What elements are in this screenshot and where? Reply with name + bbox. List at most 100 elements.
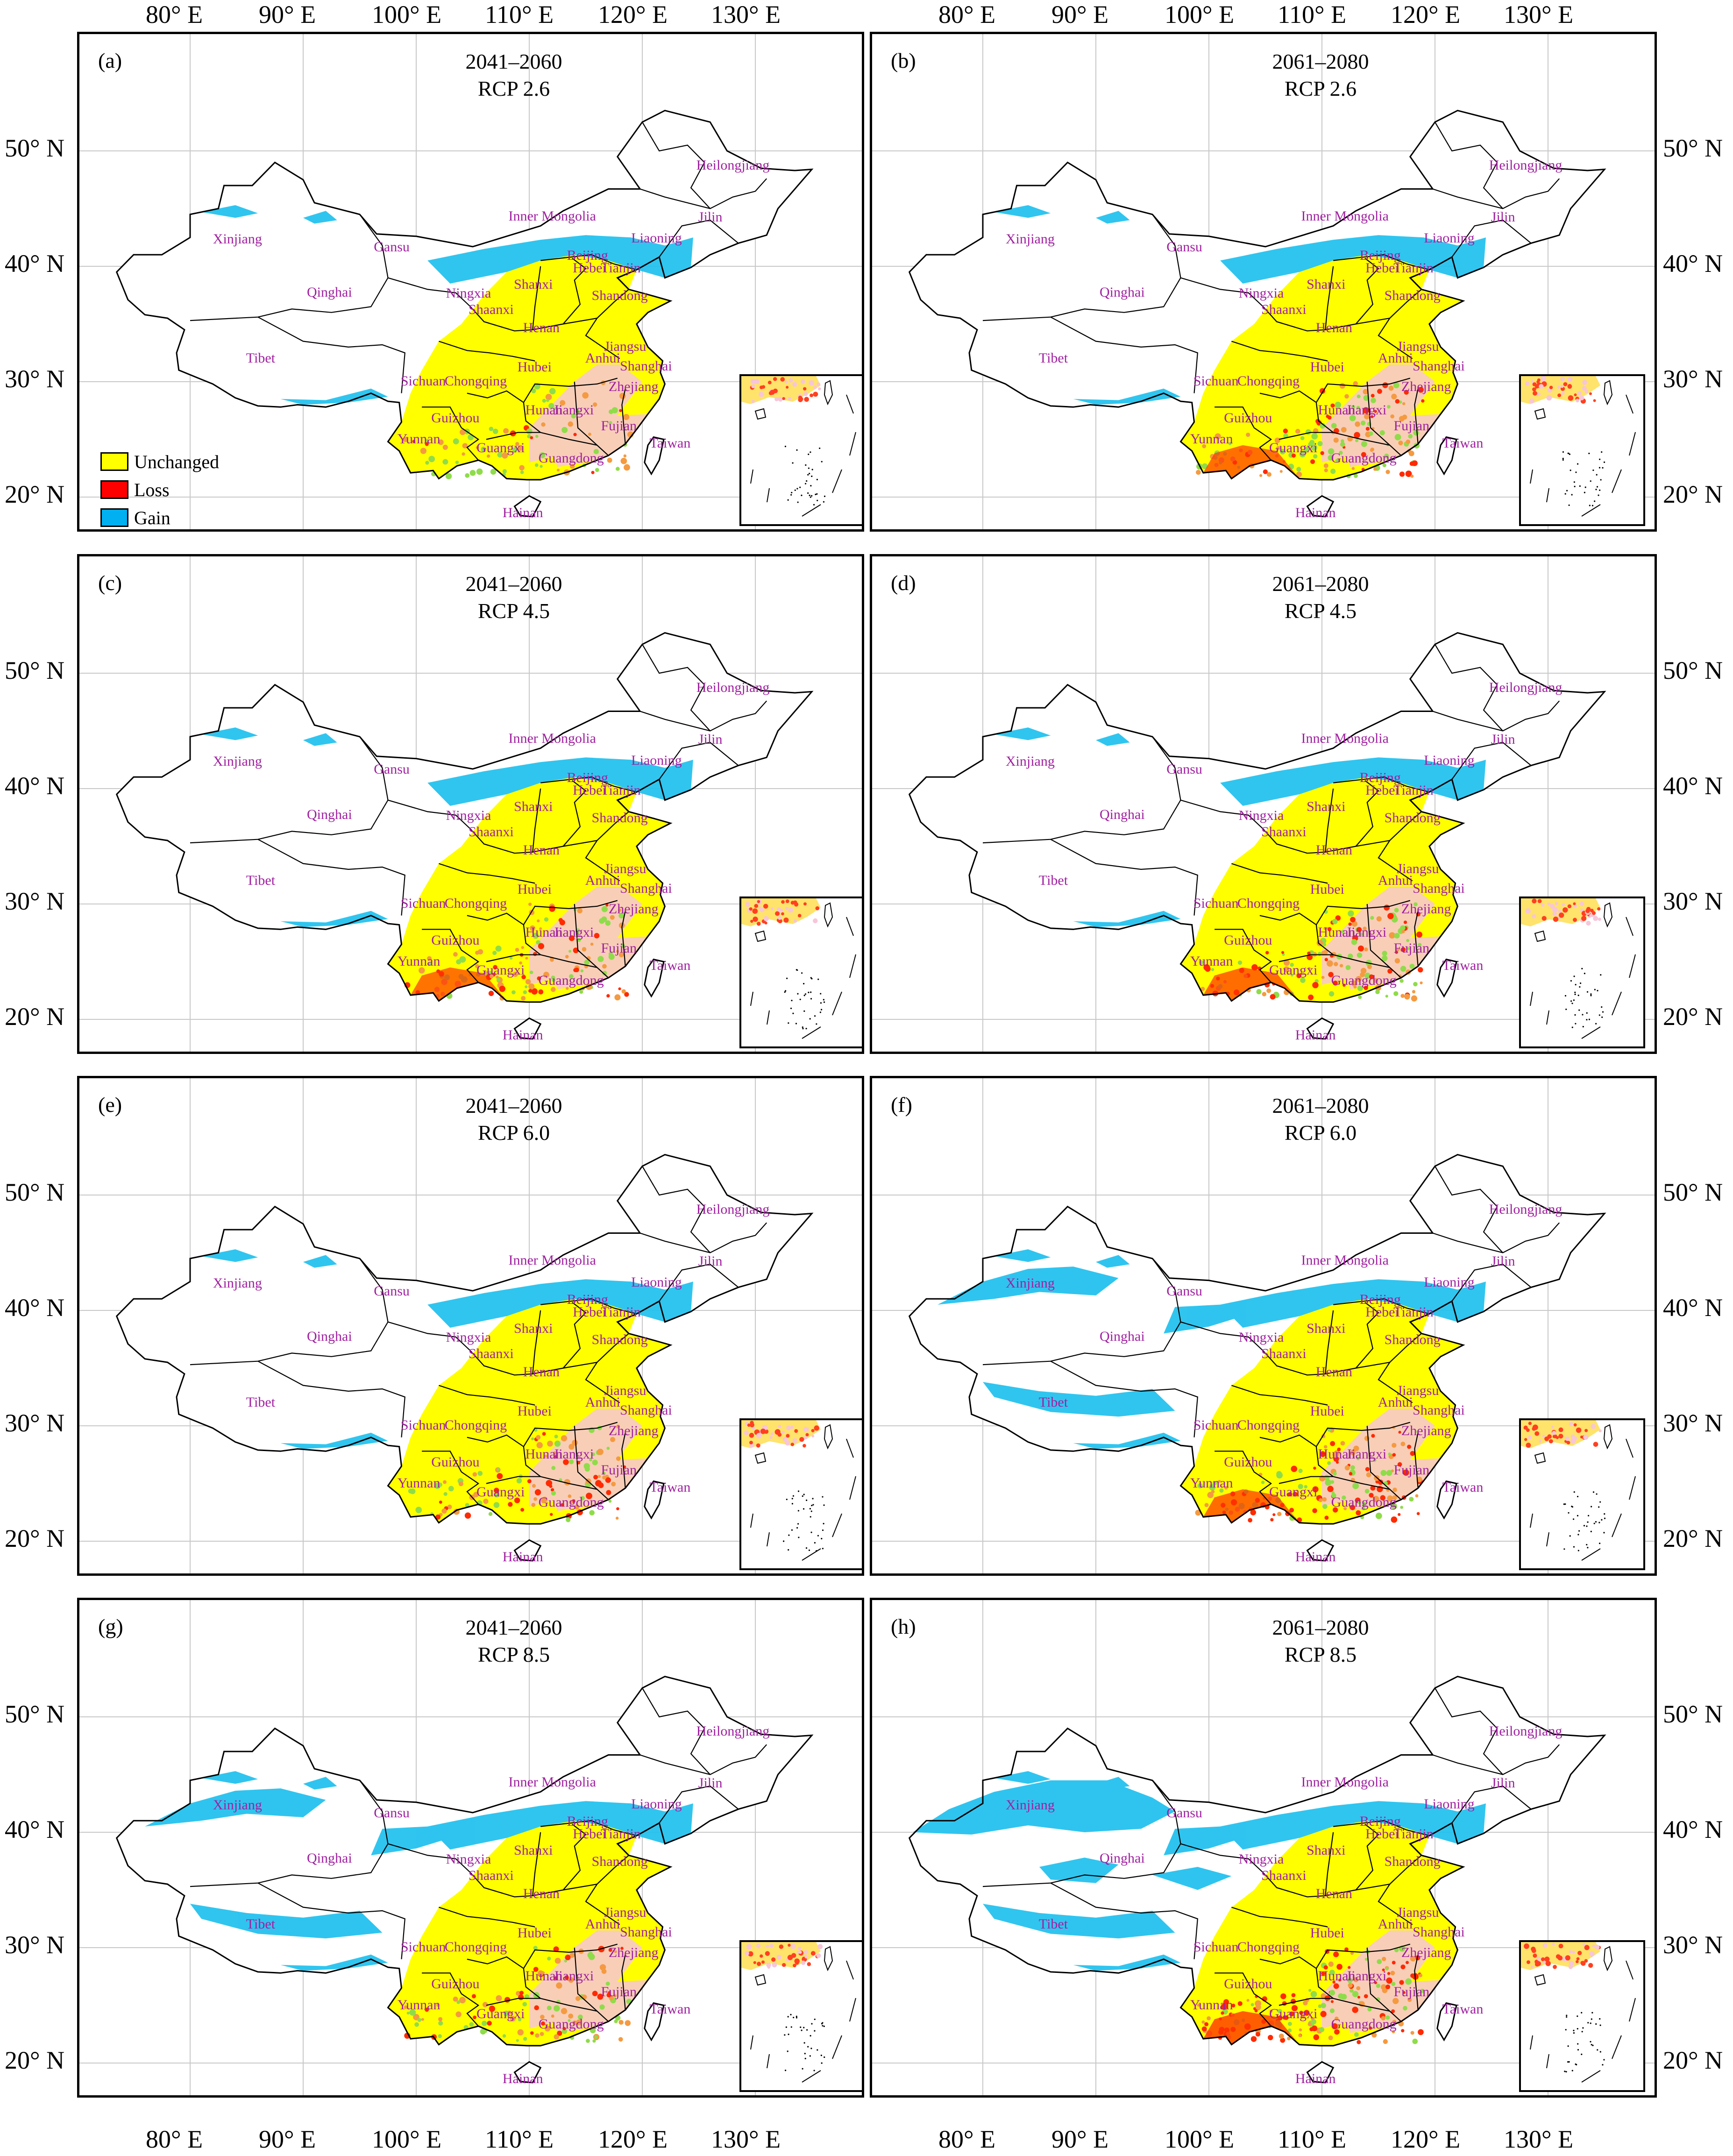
province-label: Liaoning [631, 752, 682, 768]
legend: Unchanged Loss Gain [100, 448, 219, 529]
province-label: Sichuan [400, 1939, 446, 1955]
top-longitude-label: 100° E [372, 0, 442, 28]
period-label: 2061–2080 [1272, 1615, 1369, 1639]
panel-title: 2041–2060 RCP 8.5 [397, 1614, 631, 1668]
province-label: Shandong [591, 1332, 648, 1348]
map-canvas [872, 1078, 1655, 1573]
map-panel-d: (d) 2061–2080 RCP 4.5 Heilongjiang Jilin Inne… [870, 554, 1657, 1054]
right-latitude-label: 40° N [1663, 249, 1723, 278]
legend-item: Gain [100, 504, 219, 529]
province-label: Hunan [525, 402, 563, 418]
province-label: Heilongjiang [696, 1202, 770, 1217]
bottom-longitude-label: 80° E [146, 2125, 203, 2153]
province-boundaries [982, 121, 1560, 461]
province-label: Shanxi [1307, 276, 1346, 292]
province-label: Jiangsu [1397, 1382, 1439, 1398]
gain-area [994, 727, 1486, 927]
left-latitude-label: 20° N [5, 1003, 65, 1031]
province-label: Anhui [585, 1394, 620, 1410]
province-label: Inner Mongolia [1301, 1774, 1389, 1790]
panel-label: (b) [891, 49, 916, 72]
province-label: Jilin [698, 732, 723, 747]
province-label: Yunnan [1190, 953, 1233, 969]
gain-area [913, 1771, 1486, 1971]
province-label: Jiangxi [1346, 924, 1387, 940]
gain-area [994, 205, 1486, 405]
province-label: Yunnan [1190, 1475, 1233, 1491]
province-label: Tibet [246, 1394, 276, 1410]
province-label: Xinjiang [1005, 1797, 1055, 1813]
province-label: Ningxia [1238, 808, 1284, 824]
province-label: Guangdong [1331, 973, 1397, 989]
province-label: Guangxi [476, 440, 525, 456]
province-label: Qinghai [307, 806, 352, 822]
gain-area [145, 1771, 693, 1971]
province-boundaries [982, 1687, 1560, 2027]
province-label: Shandong [591, 1854, 648, 1870]
province-label: Sichuan [400, 373, 446, 389]
right-latitude-label: 30° N [1663, 365, 1723, 393]
inset-map [741, 1942, 856, 2083]
province-label: Hunan [525, 1446, 563, 1462]
right-latitude-label: 50° N [1663, 134, 1723, 162]
province-label: Guizhou [1224, 932, 1272, 948]
province-label: Guangxi [476, 1484, 525, 1500]
map-panel-g: (g) 2041–2060 RCP 8.5 Heilongjiang Jilin Inne… [77, 1598, 864, 2098]
province-label: Chongqing [444, 373, 507, 389]
province-label: Shanghai [620, 880, 672, 896]
province-label: Shandong [1384, 288, 1441, 304]
left-latitude-label: 30° N [5, 365, 65, 393]
province-label: Tibet [246, 1916, 276, 1932]
right-latitude-label: 20° N [1663, 1524, 1723, 1552]
province-label: Jilin [1491, 1253, 1515, 1269]
province-label: Ningxia [446, 808, 491, 824]
province-label: Hubei [1310, 1925, 1344, 1941]
province-label: Hunan [1318, 1968, 1356, 1984]
province-label: Xinjiang [1005, 231, 1055, 247]
legend-label: Loss [134, 479, 170, 500]
province-label: Qinghai [1100, 284, 1145, 300]
gain-area [938, 1249, 1486, 1449]
province-label: Jiangsu [1397, 1904, 1439, 1920]
province-label: Sichuan [1193, 896, 1239, 911]
province-label: Shanghai [620, 1402, 672, 1418]
top-longitude-label: 100° E [1165, 0, 1235, 28]
province-label: Tibet [1038, 350, 1068, 366]
province-label: Inner Mongolia [1301, 730, 1389, 746]
panel-label: (g) [98, 1615, 123, 1638]
province-label: Henan [523, 1886, 560, 1902]
legend-swatch [100, 508, 128, 527]
province-label: Heilongjiang [696, 157, 770, 173]
province-label: Taiwan [1442, 2001, 1484, 2017]
inset-map [1521, 1942, 1636, 2083]
period-label: 2061–2080 [1272, 1094, 1369, 1117]
province-label: Zhejiang [608, 901, 659, 917]
province-label: Zhejiang [1401, 379, 1451, 395]
province-boundaries [190, 121, 767, 461]
province-label: Guangdong [538, 450, 604, 466]
inset-map [1521, 1420, 1636, 1561]
bottom-longitude-label: 80° E [938, 2125, 996, 2153]
map-canvas [872, 34, 1655, 529]
scenario-label: RCP 2.6 [477, 77, 550, 100]
top-longitude-label: 130° E [711, 0, 781, 28]
scenario-label: RCP 4.5 [1284, 599, 1357, 623]
province-label: Ningxia [446, 1330, 491, 1345]
top-longitude-label: 130° E [1504, 0, 1574, 28]
province-label: Hebei [573, 1304, 606, 1320]
province-label: Qinghai [1100, 1328, 1145, 1344]
province-label: Guangxi [476, 962, 525, 978]
south-china-sea-inset [739, 897, 862, 1048]
panel-label: (e) [98, 1093, 122, 1117]
country-outline [908, 110, 1606, 481]
province-label: Guizhou [431, 1454, 480, 1470]
map-canvas [872, 1600, 1655, 2095]
province-label: Taiwan [649, 958, 691, 974]
province-label: Xinjiang [213, 231, 262, 247]
province-label: Tianjin [1393, 1304, 1434, 1320]
top-longitude-label: 110° E [1278, 0, 1347, 28]
province-label: Jiangxi [553, 1968, 594, 1984]
province-label: Jiangsu [1397, 338, 1439, 354]
province-label: Beijing [567, 769, 608, 785]
scenario-label: RCP 6.0 [1284, 1121, 1357, 1145]
